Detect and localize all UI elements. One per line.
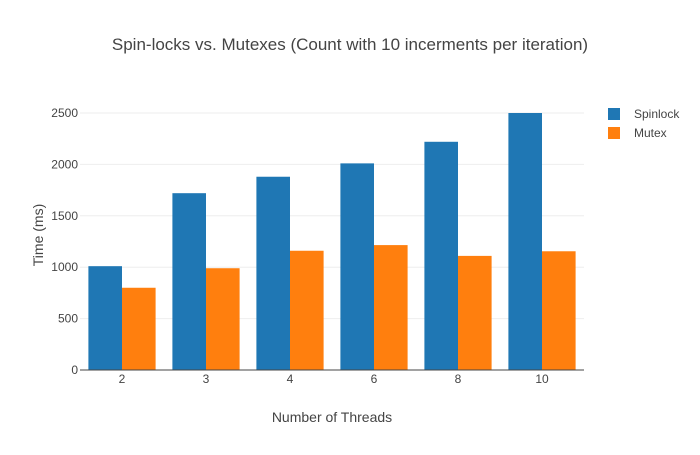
- bar-mutex-2[interactable]: [122, 287, 156, 370]
- legend-item-spinlock[interactable]: Spinlock: [608, 107, 680, 121]
- y-axis-title: Time (ms): [30, 204, 46, 266]
- bar-mutex-10[interactable]: [542, 251, 576, 370]
- y-tick-label: 2500: [51, 106, 78, 120]
- bar-mutex-8[interactable]: [458, 255, 492, 370]
- x-tick-label: 10: [535, 372, 549, 386]
- y-tick-label: 1500: [51, 209, 78, 223]
- x-tick-label: 2: [119, 372, 126, 386]
- bar-spinlock-8[interactable]: [424, 141, 458, 370]
- bar-spinlock-2[interactable]: [88, 266, 122, 370]
- x-tick-label: 3: [203, 372, 210, 386]
- legend-label: Mutex: [634, 126, 667, 140]
- x-tick-label: 6: [371, 372, 378, 386]
- bar-spinlock-4[interactable]: [256, 176, 290, 370]
- bar-mutex-6[interactable]: [374, 245, 408, 370]
- axes: 0 500 1000 1500 2000 2500 2 3 4 6 8 10: [51, 106, 584, 386]
- legend-item-mutex[interactable]: Mutex: [608, 126, 667, 140]
- legend-swatch: [608, 127, 620, 139]
- bar-spinlock-10[interactable]: [508, 113, 542, 370]
- legend-label: Spinlock: [634, 107, 680, 121]
- legend[interactable]: Spinlock Mutex: [608, 107, 680, 140]
- bar-spinlock-3[interactable]: [172, 193, 206, 370]
- bar-spinlock-6[interactable]: [340, 163, 374, 370]
- y-tick-label: 1000: [51, 260, 78, 274]
- x-axis-title: Number of Threads: [272, 409, 392, 425]
- x-tick-label: 8: [455, 372, 462, 386]
- y-tick-label: 2000: [51, 157, 78, 171]
- gridlines: [80, 112, 584, 320]
- x-tick-label: 4: [287, 372, 294, 386]
- bar-mutex-3[interactable]: [206, 268, 240, 370]
- bar-mutex-4[interactable]: [290, 250, 324, 370]
- bars: [88, 113, 576, 370]
- chart-title: Spin-locks vs. Mutexes (Count with 10 in…: [112, 35, 588, 54]
- y-tick-label: 0: [71, 363, 78, 377]
- legend-swatch: [608, 108, 620, 120]
- y-tick-label: 500: [58, 312, 78, 326]
